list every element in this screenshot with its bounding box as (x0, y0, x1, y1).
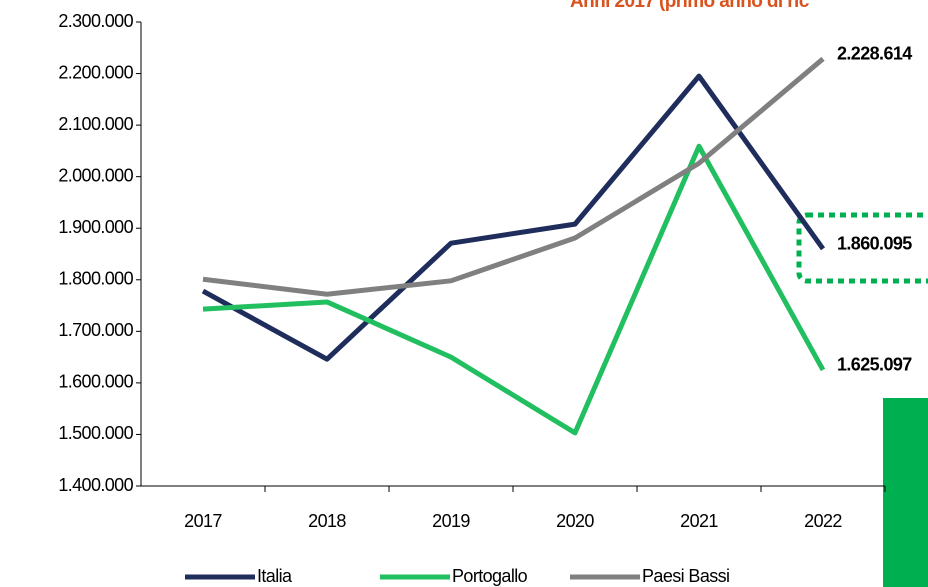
data-label: 1.860.095 (837, 234, 912, 254)
series-line (201, 73, 826, 362)
y-tick-label: 1.500.000 (58, 423, 133, 443)
y-tick-label: 1.600.000 (58, 372, 133, 392)
series-line (202, 56, 825, 297)
side-panel (883, 398, 928, 587)
x-tick-label: 2017 (184, 511, 222, 531)
data-label: 1.625.097 (837, 355, 912, 375)
legend-label: Italia (257, 566, 293, 586)
series-line (202, 143, 826, 436)
x-tick-label: 2022 (804, 511, 842, 531)
x-tick-label: 2020 (556, 511, 594, 531)
y-tick-label: 1.700.000 (58, 320, 133, 340)
y-tick-label: 1.800.000 (58, 269, 133, 289)
data-label: 2.228.614 (837, 44, 912, 64)
x-tick-label: 2018 (308, 511, 346, 531)
legend-label: Paesi Bassi (642, 566, 729, 586)
legend-label: Portogallo (452, 566, 528, 586)
chart-title: Anni 2017 (primo anno di ric (570, 0, 810, 12)
x-tick-label: 2019 (432, 511, 470, 531)
y-tick-label: 2.200.000 (58, 62, 133, 82)
y-tick-label: 2.000.000 (58, 165, 133, 185)
x-tick-label: 2021 (680, 511, 718, 531)
y-tick-label: 1.400.000 (58, 475, 133, 495)
y-tick-label: 2.100.000 (58, 114, 133, 134)
y-tick-label: 2.300.000 (58, 11, 133, 31)
y-tick-label: 1.900.000 (58, 217, 133, 237)
